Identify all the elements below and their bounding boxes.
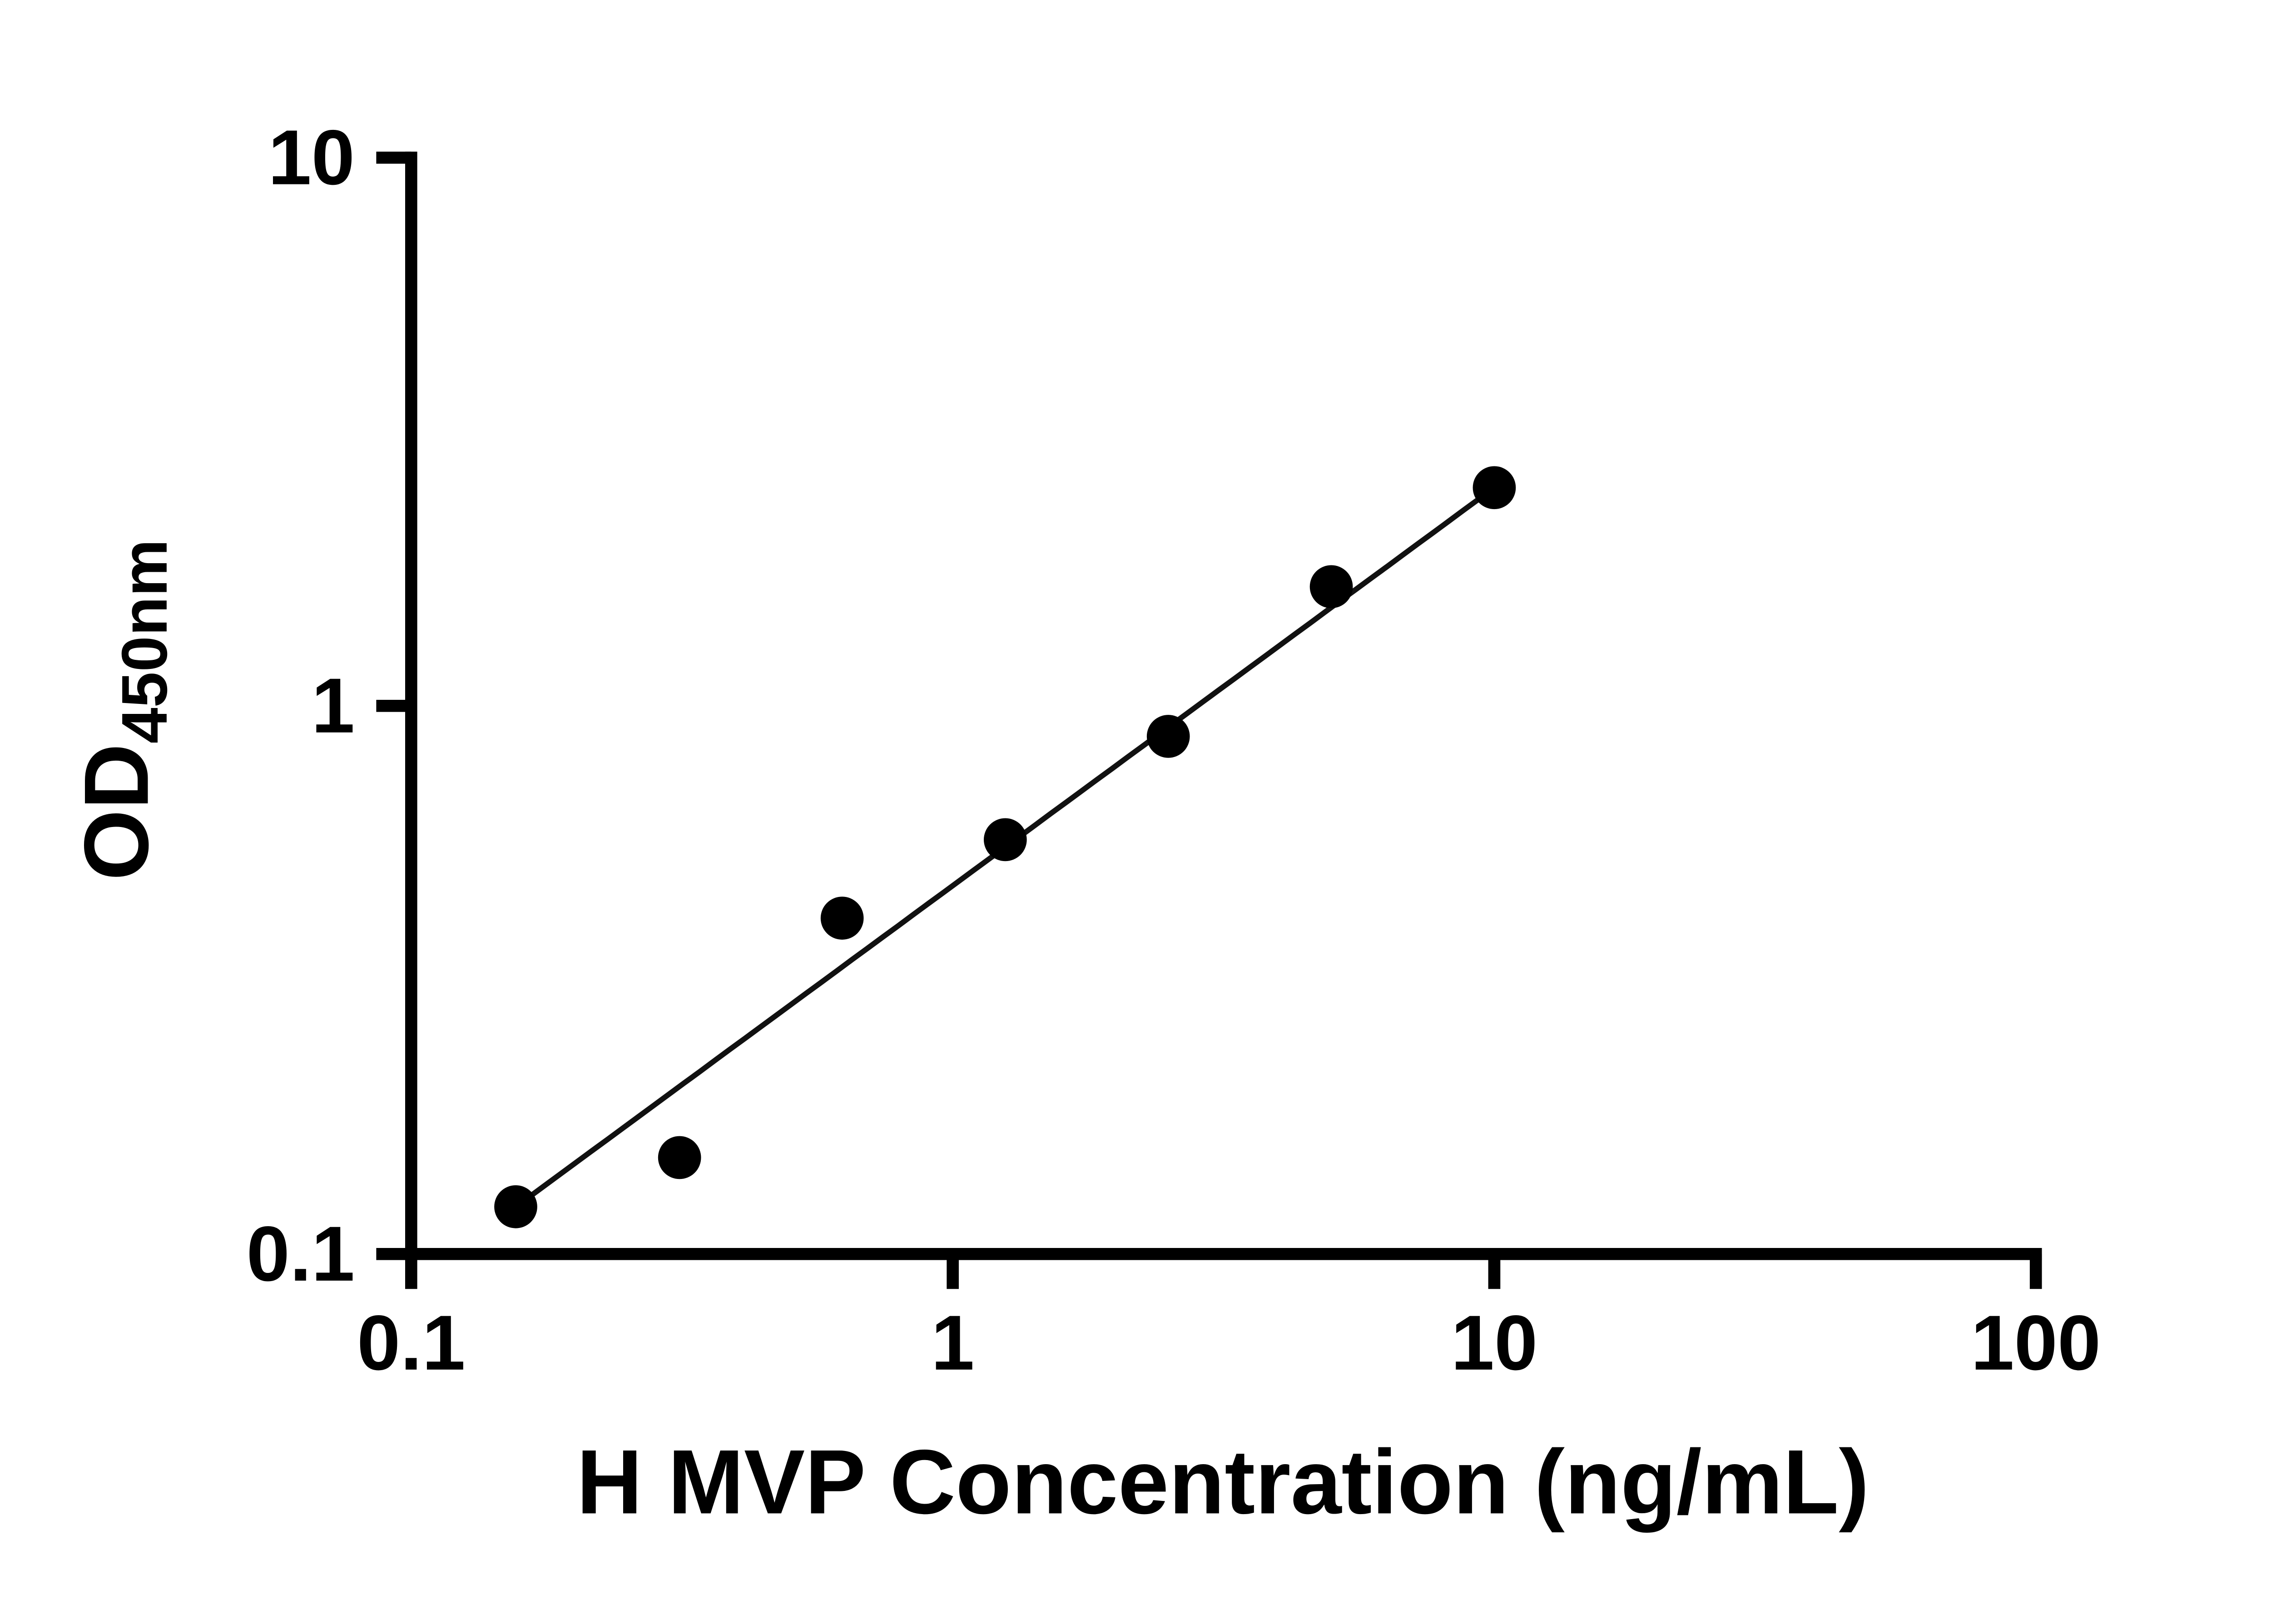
data-point [1473,466,1516,510]
x-tick-label: 100 [1971,1300,2101,1386]
data-point [494,1185,537,1228]
data-point [983,818,1027,862]
data-point [1309,565,1353,609]
y-axis-title-subscript: 450nm [109,539,181,743]
x-tick-label: 0.1 [357,1300,466,1386]
y-axis-title: OD450nm [65,539,180,881]
data-point [1146,715,1190,758]
y-axis-title-main: OD [65,743,167,881]
axes-lines [405,151,2042,1260]
x-tick-label: 10 [1451,1300,1538,1386]
data-point [658,1136,701,1179]
plot-area: 0.1 1 10 100 0.1 1 10 [247,114,2101,1386]
data-point [820,896,864,940]
y-tick-label: 10 [268,114,355,201]
x-tick-label: 1 [931,1300,974,1386]
y-tick-label: 1 [312,663,355,749]
x-axis-title: H MVP Concentration (ng/mL) [576,1431,1869,1533]
y-tick-label: 0.1 [247,1211,355,1297]
